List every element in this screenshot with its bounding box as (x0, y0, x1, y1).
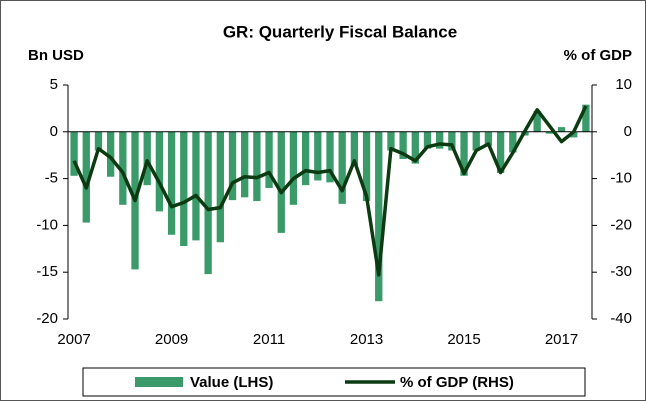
x-tick-label: 2011 (253, 331, 285, 348)
legend-label: Value (LHS) (190, 374, 273, 391)
bar (265, 131, 273, 188)
y-axis-label: Bn USD (28, 47, 84, 64)
y-tick-label: 0 (50, 123, 58, 140)
bar (82, 131, 90, 223)
bar (94, 131, 103, 151)
bar (277, 131, 285, 233)
bar (496, 131, 505, 173)
bar (436, 131, 444, 149)
bar (314, 131, 322, 181)
bar (411, 131, 419, 164)
line (72, 105, 588, 277)
bar (533, 111, 541, 132)
y2-tick-label: -40 (610, 310, 632, 327)
x-tick-label: 2017 (545, 331, 578, 348)
y2-tick-label: 10 (615, 76, 632, 93)
bar (362, 131, 371, 202)
bar (484, 131, 493, 146)
bar (155, 131, 164, 212)
x-tick-label: 2009 (155, 331, 188, 348)
bar (167, 131, 176, 235)
bar (557, 127, 566, 132)
bar (399, 131, 407, 159)
bar (472, 131, 480, 151)
y2-tick-label: 0 (624, 123, 632, 140)
bar (509, 131, 517, 153)
x-tick-label: 2007 (57, 331, 90, 348)
bar (582, 104, 590, 132)
bar (204, 131, 212, 275)
bar (460, 131, 468, 176)
bar (106, 131, 115, 177)
bar (326, 131, 334, 183)
y-tick-label: -10 (36, 216, 58, 233)
bar (70, 131, 78, 176)
bar (448, 131, 456, 151)
bar (228, 131, 237, 201)
bar (375, 131, 383, 302)
legend-label: % of GDP (RHS) (400, 374, 514, 391)
bar (545, 131, 554, 134)
y-tick-label: 5 (50, 76, 58, 93)
bar (119, 131, 127, 205)
bar (216, 131, 224, 243)
y2-tick-label: -30 (610, 263, 632, 280)
bar (180, 131, 188, 246)
bar (253, 131, 261, 202)
bar (423, 131, 432, 149)
bar (387, 131, 395, 151)
bar (350, 131, 359, 166)
bar (301, 131, 310, 186)
y2-axis-label: % of GDP (564, 47, 632, 64)
bar (192, 131, 200, 241)
y-tick-label: -5 (45, 170, 58, 187)
y-tick-label: -15 (36, 263, 58, 280)
bar (289, 131, 298, 205)
bar (241, 131, 249, 198)
x-tick-label: 2015 (447, 331, 480, 348)
chart-title: GR: Quarterly Fiscal Balance (223, 22, 457, 41)
bar (338, 131, 346, 204)
y2-tick-label: -10 (610, 170, 632, 187)
x-tick-label: 2013 (350, 331, 383, 348)
legend-swatch (135, 377, 183, 387)
y2-tick-label: -20 (610, 216, 632, 233)
y-tick-label: -20 (36, 310, 58, 327)
bar (570, 131, 578, 138)
bar (143, 131, 151, 186)
